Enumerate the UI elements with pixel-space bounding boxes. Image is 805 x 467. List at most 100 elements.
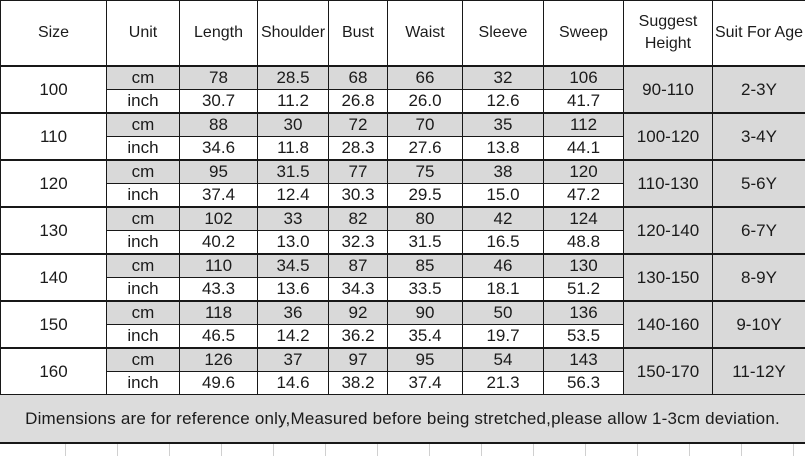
age-range-cell: 8-9Y [712, 253, 805, 302]
unit-cell: cm [106, 300, 180, 325]
sweep-value: 124 [543, 206, 624, 231]
sleeve-value: 38 [462, 159, 544, 184]
sleeve-value: 19.7 [462, 324, 544, 349]
header-shoulder: Shoulder [257, 0, 329, 67]
waist-value: 75 [387, 159, 463, 184]
bust-value: 92 [328, 300, 388, 325]
waist-value: 35.4 [387, 324, 463, 349]
bust-value: 82 [328, 206, 388, 231]
size-cell: 100 [0, 65, 107, 114]
shoulder-value: 34.5 [257, 253, 329, 278]
sweep-value: 120 [543, 159, 624, 184]
waist-value: 90 [387, 300, 463, 325]
sweep-value: 136 [543, 300, 624, 325]
table-row: inch 37.4 12.4 30.3 29.5 15.0 47.2 [1, 183, 805, 208]
shoulder-value: 36 [257, 300, 329, 325]
bust-value: 77 [328, 159, 388, 184]
size-cell: 160 [0, 347, 107, 395]
age-range-cell: 6-7Y [712, 206, 805, 255]
shoulder-value: 13.6 [257, 277, 329, 302]
length-value: 88 [179, 112, 258, 137]
length-value: 37.4 [179, 183, 258, 208]
size-cell: 140 [0, 253, 107, 302]
shoulder-value: 12.4 [257, 183, 329, 208]
size-cell: 120 [0, 159, 107, 208]
shoulder-value: 13.0 [257, 230, 329, 255]
sweep-value: 44.1 [543, 136, 624, 161]
waist-value: 66 [387, 65, 463, 90]
bust-value: 38.2 [328, 371, 388, 395]
table-row: inch 46.5 14.2 36.2 35.4 19.7 53.5 [1, 324, 805, 349]
length-value: 126 [179, 347, 258, 372]
header-bust: Bust [328, 0, 388, 67]
sweep-value: 41.7 [543, 89, 624, 114]
waist-value: 95 [387, 347, 463, 372]
length-value: 102 [179, 206, 258, 231]
bust-value: 36.2 [328, 324, 388, 349]
table-row: 160 cm 126 37 97 95 54 143 150-170 11-12… [0, 347, 805, 395]
shoulder-value: 31.5 [257, 159, 329, 184]
unit-cell: cm [106, 206, 180, 231]
sweep-value: 53.5 [543, 324, 624, 349]
bust-value: 72 [328, 112, 388, 137]
header-unit: Unit [106, 0, 180, 67]
header-size: Size [0, 0, 107, 67]
height-range-cell: 150-170 [623, 347, 713, 395]
unit-cell: cm [106, 112, 180, 137]
length-value: 30.7 [179, 89, 258, 114]
header-suit-for-age: Suit For Age [712, 0, 805, 67]
sweep-value: 143 [543, 347, 624, 372]
sweep-value: 47.2 [543, 183, 624, 208]
bust-value: 34.3 [328, 277, 388, 302]
height-range-cell: 130-150 [623, 253, 713, 302]
shoulder-value: 37 [257, 347, 329, 372]
length-value: 110 [179, 253, 258, 278]
size-chart-table: Size Unit Length Shoulder Bust Waist Sle… [0, 0, 805, 395]
sweep-value: 106 [543, 65, 624, 90]
sleeve-value: 46 [462, 253, 544, 278]
unit-cell: inch [106, 136, 180, 161]
unit-cell: inch [106, 230, 180, 255]
unit-cell: cm [106, 159, 180, 184]
shoulder-value: 14.6 [257, 371, 329, 395]
sweep-value: 48.8 [543, 230, 624, 255]
waist-value: 27.6 [387, 136, 463, 161]
length-value: 95 [179, 159, 258, 184]
table-row: 120 cm 95 31.5 77 75 38 120 110-130 5-6Y [0, 159, 805, 208]
age-range-cell: 11-12Y [712, 347, 805, 395]
sleeve-value: 42 [462, 206, 544, 231]
table-row: inch 30.7 11.2 26.8 26.0 12.6 41.7 [1, 89, 805, 114]
waist-value: 80 [387, 206, 463, 231]
size-cell: 150 [0, 300, 107, 349]
table-row: 130 cm 102 33 82 80 42 124 120-140 6-7Y [0, 206, 805, 255]
height-range-cell: 110-130 [623, 159, 713, 208]
header-length: Length [179, 0, 258, 67]
length-value: 40.2 [179, 230, 258, 255]
table-row: inch 40.2 13.0 32.3 31.5 16.5 48.8 [1, 230, 805, 255]
spreadsheet-grid-strip [0, 444, 805, 456]
sleeve-value: 13.8 [462, 136, 544, 161]
bust-value: 28.3 [328, 136, 388, 161]
sweep-value: 112 [543, 112, 624, 137]
sleeve-value: 18.1 [462, 277, 544, 302]
sleeve-value: 32 [462, 65, 544, 90]
shoulder-value: 33 [257, 206, 329, 231]
table-row: 100 cm 78 28.5 68 66 32 106 90-110 2-3Y [0, 65, 805, 114]
shoulder-value: 11.2 [257, 89, 329, 114]
height-range-cell: 140-160 [623, 300, 713, 349]
unit-cell: cm [106, 347, 180, 372]
length-value: 49.6 [179, 371, 258, 395]
sleeve-value: 35 [462, 112, 544, 137]
bust-value: 26.8 [328, 89, 388, 114]
shoulder-value: 30 [257, 112, 329, 137]
bust-value: 32.3 [328, 230, 388, 255]
unit-cell: inch [106, 324, 180, 349]
header-suggest-height: Suggest Height [623, 0, 713, 67]
shoulder-value: 11.8 [257, 136, 329, 161]
table-row: 150 cm 118 36 92 90 50 136 140-160 9-10Y [0, 300, 805, 349]
waist-value: 33.5 [387, 277, 463, 302]
unit-cell: inch [106, 277, 180, 302]
sleeve-value: 16.5 [462, 230, 544, 255]
age-range-cell: 3-4Y [712, 112, 805, 161]
table-row: 140 cm 110 34.5 87 85 46 130 130-150 8-9… [0, 253, 805, 302]
